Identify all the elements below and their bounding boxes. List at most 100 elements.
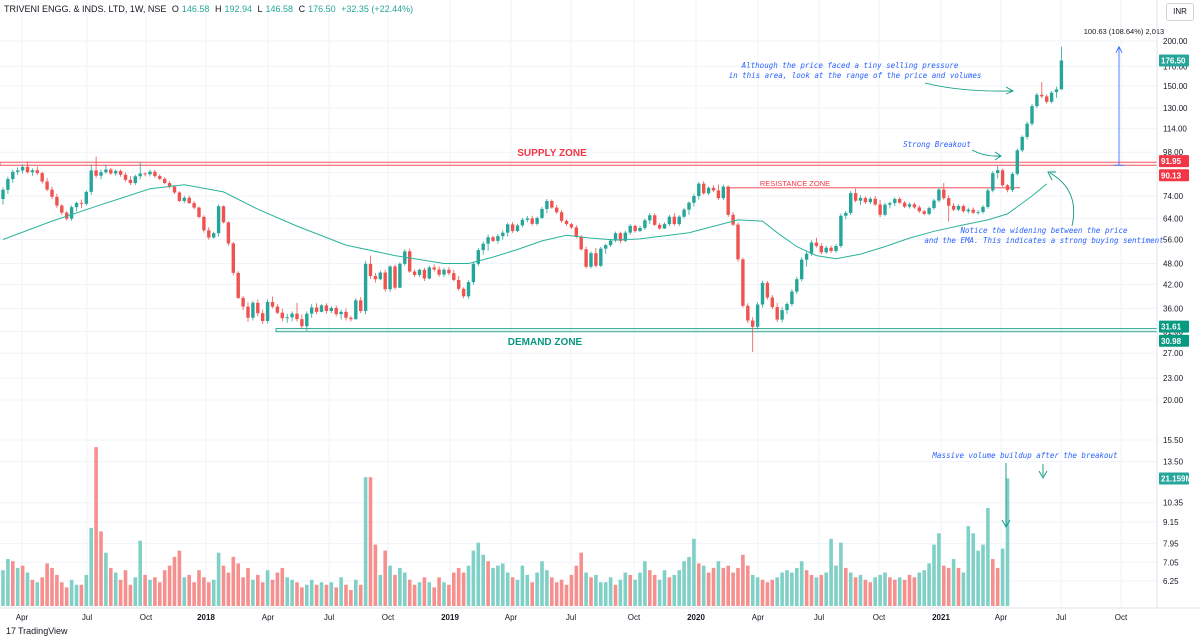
candle-body	[20, 166, 25, 171]
volume-bar	[422, 577, 427, 606]
time-tick-label: Oct	[1115, 613, 1128, 622]
candle-body	[849, 193, 853, 213]
candle	[648, 212, 652, 225]
price-tick-label: 20.00	[1163, 396, 1184, 405]
candle	[883, 202, 887, 217]
time-tick-label: Oct	[382, 613, 395, 622]
candle-body	[319, 305, 324, 312]
candle-body	[819, 246, 823, 253]
volume-tick-label: 7.95	[1163, 540, 1179, 549]
candle	[618, 231, 623, 244]
candle	[324, 303, 329, 314]
candle-body	[133, 176, 137, 184]
volume-bar	[971, 533, 975, 606]
volume-bar	[128, 584, 133, 606]
logo-mark: 17	[6, 626, 17, 636]
volume-bar	[373, 544, 378, 606]
candle	[412, 269, 417, 278]
candle	[118, 169, 123, 177]
candle-body	[902, 202, 907, 207]
volume-bar	[393, 574, 397, 606]
candle-body	[653, 215, 657, 225]
candle-body	[285, 317, 289, 319]
volume-bar	[785, 570, 789, 606]
volume-bar	[608, 577, 613, 606]
candle-body	[858, 197, 863, 201]
volume-bar	[60, 582, 64, 606]
volume-bar	[339, 577, 343, 606]
candle	[682, 208, 686, 219]
candle-body	[79, 202, 84, 204]
candle-body	[60, 205, 64, 213]
volume-bar	[829, 538, 833, 606]
candle-body	[212, 233, 216, 238]
candle-body	[1010, 173, 1015, 191]
volume-bar	[476, 542, 481, 606]
candle-body	[300, 319, 304, 327]
time-tick-label: Jul	[566, 613, 576, 622]
candle-body	[996, 170, 1000, 174]
volume-bar	[937, 533, 941, 606]
candle	[202, 215, 206, 233]
candle	[368, 255, 373, 279]
candle-body	[378, 272, 382, 280]
candle-body	[809, 242, 814, 254]
price-axis[interactable]: 200.00170.00150.00130.00114.0098.0086.00…	[1156, 0, 1188, 608]
candle	[687, 201, 691, 216]
candle-body	[388, 266, 392, 290]
candle-body	[795, 279, 799, 292]
candle-body	[275, 306, 280, 313]
candle-body	[555, 207, 559, 213]
volume-bar	[265, 570, 270, 606]
volume-bar	[701, 565, 706, 606]
volume-bar	[770, 579, 775, 606]
volume-bar	[182, 577, 187, 606]
volume-bar	[417, 582, 422, 606]
candle-body	[192, 203, 196, 208]
price-tick-label: 98.00	[1163, 148, 1184, 157]
candle-body	[496, 236, 500, 241]
volume-bar	[603, 582, 608, 606]
candle-body	[265, 301, 270, 321]
volume-bar	[633, 579, 637, 606]
candle	[525, 215, 529, 223]
volume-bar	[74, 584, 79, 606]
volume-bar	[834, 565, 838, 606]
candle	[550, 199, 554, 209]
candle-body	[883, 204, 887, 215]
volume-bar	[530, 582, 534, 606]
price-tick-label: 23.00	[1163, 374, 1184, 383]
candle	[790, 289, 794, 307]
candle	[888, 201, 892, 209]
volume-bar	[207, 582, 211, 606]
candle	[417, 268, 422, 278]
volume-bar	[643, 561, 647, 606]
candle-body	[99, 172, 103, 176]
time-axis[interactable]: Apr Jul Oct 2018 Apr Jul Oct 2019 Apr Jul Oct 2020 A…	[0, 607, 1200, 622]
logo-text: TradingView	[18, 626, 68, 636]
candle	[197, 206, 201, 219]
candle-body	[148, 171, 152, 175]
candle-body	[951, 205, 956, 210]
candle-body	[584, 249, 588, 267]
measure-label: 100.63 (108.64%) 2,013	[1084, 27, 1164, 36]
volume-bar	[648, 570, 652, 606]
candle-body	[687, 202, 691, 210]
candle-body	[373, 276, 378, 280]
currency-button[interactable]: INR	[1166, 3, 1194, 21]
candle	[466, 280, 471, 299]
candle	[853, 188, 858, 203]
candle	[295, 302, 299, 322]
candle-body	[775, 307, 779, 320]
candle	[951, 202, 956, 212]
candle-body	[927, 208, 931, 214]
volume-tick-label: 9.15	[1163, 518, 1179, 527]
candle	[902, 200, 907, 209]
candle	[506, 222, 510, 237]
volume-bar	[897, 577, 902, 606]
volume-bar	[334, 587, 338, 606]
candle	[158, 174, 162, 181]
volume-bar	[731, 572, 735, 606]
measure-tool	[1114, 45, 1124, 166]
